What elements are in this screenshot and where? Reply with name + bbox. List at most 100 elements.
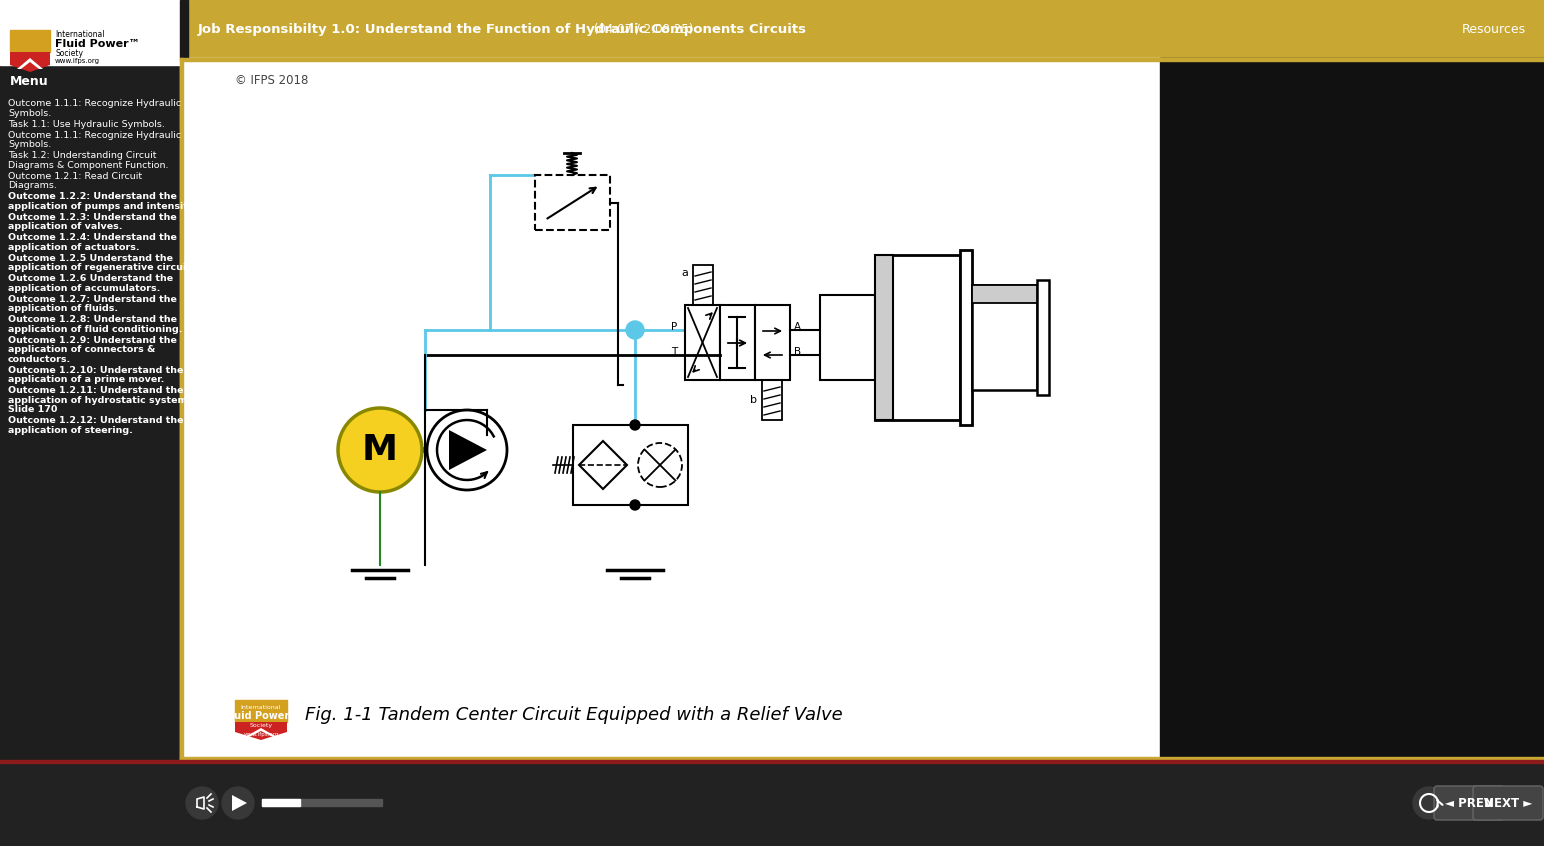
Bar	[763, 380, 781, 420]
Text: application of pumps and intensifiers.: application of pumps and intensifiers.	[8, 201, 212, 211]
Bar	[181, 0, 1544, 58]
Bar	[686, 305, 720, 380]
Circle shape	[630, 420, 641, 430]
Text: Outcome 1.2.9: Understand the: Outcome 1.2.9: Understand the	[8, 336, 178, 344]
Polygon shape	[232, 795, 247, 811]
Text: Task 1.1: Use Hydraulic Symbols.: Task 1.1: Use Hydraulic Symbols.	[8, 119, 165, 129]
Text: application of fluid conditioning.: application of fluid conditioning.	[8, 325, 182, 333]
Text: conductors.: conductors.	[8, 354, 71, 364]
Text: International: International	[56, 30, 105, 39]
Text: Diagrams & Component Function.: Diagrams & Component Function.	[8, 161, 168, 169]
Bar	[262, 799, 300, 806]
Text: NEXT ►: NEXT ►	[1484, 796, 1532, 810]
Text: International: International	[241, 705, 281, 710]
Text: Outcome 1.1.1: Recognize Hydraulic: Outcome 1.1.1: Recognize Hydraulic	[8, 130, 181, 140]
Bar	[181, 58, 1160, 760]
Text: Outcome 1.2.1: Read Circuit: Outcome 1.2.1: Read Circuit	[8, 172, 142, 180]
Text: Society: Society	[56, 48, 83, 58]
Text: Job Responsibilty 1.0: Understand the Function of Hydraulic Components Circuits: Job Responsibilty 1.0: Understand the Fu…	[198, 23, 808, 36]
Text: Outcome 1.2.12: Understand the: Outcome 1.2.12: Understand the	[8, 416, 184, 425]
Bar	[181, 58, 1544, 61]
Text: Outcome 1.1.1: Recognize Hydraulic: Outcome 1.1.1: Recognize Hydraulic	[8, 99, 181, 108]
Circle shape	[1413, 787, 1445, 819]
Text: www.ifps.org: www.ifps.org	[244, 732, 278, 737]
Text: application of accumulators.: application of accumulators.	[8, 283, 161, 293]
Text: ◄ PREV: ◄ PREV	[1445, 796, 1493, 810]
Text: application of steering.: application of steering.	[8, 426, 133, 435]
Text: Resources: Resources	[1462, 23, 1525, 36]
Text: Fig. 1-1 Tandem Center Circuit Equipped with a Relief Valve: Fig. 1-1 Tandem Center Circuit Equipped …	[306, 706, 843, 724]
Text: application of regenerative circuits.: application of regenerative circuits.	[8, 263, 201, 272]
Text: Outcome 1.2.6 Understand the: Outcome 1.2.6 Understand the	[8, 274, 173, 283]
Text: Outcome 1.2.5 Understand the: Outcome 1.2.5 Understand the	[8, 254, 173, 262]
Text: application of a prime mover.: application of a prime mover.	[8, 375, 164, 384]
Bar	[820, 295, 875, 380]
Bar	[0, 0, 181, 65]
Text: Menu: Menu	[9, 74, 48, 87]
Bar	[262, 799, 381, 806]
Bar	[973, 285, 1038, 303]
Text: Outcome 1.2.11: Understand the: Outcome 1.2.11: Understand the	[8, 386, 184, 395]
Bar	[875, 255, 892, 420]
Bar	[536, 175, 610, 230]
Text: Outcome 1.2.4: Understand the: Outcome 1.2.4: Understand the	[8, 233, 178, 242]
Text: Task 1.2: Understanding Circuit: Task 1.2: Understanding Circuit	[8, 151, 156, 160]
Text: application of connectors &: application of connectors &	[8, 345, 156, 354]
Bar	[0, 760, 1544, 763]
Polygon shape	[235, 722, 287, 740]
Bar	[181, 757, 1544, 760]
Bar	[235, 700, 287, 722]
Text: M: M	[361, 433, 398, 467]
Bar	[1038, 280, 1048, 395]
Text: application of actuators.: application of actuators.	[8, 243, 139, 251]
Text: Fluid Power™: Fluid Power™	[56, 39, 141, 49]
Text: A: A	[794, 322, 801, 332]
Text: application of hydrostatic systems.: application of hydrostatic systems.	[8, 395, 196, 404]
Bar	[693, 265, 713, 305]
Text: a: a	[681, 268, 689, 278]
Circle shape	[630, 500, 641, 510]
Text: Fluid Power™: Fluid Power™	[224, 711, 298, 721]
Text: Outcome 1.2.7: Understand the: Outcome 1.2.7: Understand the	[8, 294, 178, 304]
Polygon shape	[9, 52, 49, 72]
Bar	[0, 760, 1544, 846]
Text: Outcome 1.2.10: Understand the: Outcome 1.2.10: Understand the	[8, 365, 184, 375]
Bar	[755, 305, 791, 380]
Text: Outcome 1.2.2: Understand the: Outcome 1.2.2: Understand the	[8, 192, 178, 201]
Bar	[720, 305, 755, 380]
FancyBboxPatch shape	[1473, 786, 1542, 820]
Text: application of valves.: application of valves.	[8, 222, 122, 231]
Text: P: P	[672, 322, 678, 332]
Circle shape	[428, 410, 506, 490]
Text: Outcome 1.2.8: Understand the: Outcome 1.2.8: Understand the	[8, 315, 178, 324]
Circle shape	[338, 408, 422, 492]
Circle shape	[625, 321, 644, 339]
Bar	[181, 58, 184, 760]
Polygon shape	[245, 728, 276, 737]
Text: Symbols.: Symbols.	[8, 108, 51, 118]
FancyBboxPatch shape	[1434, 786, 1504, 820]
Text: Diagrams.: Diagrams.	[8, 181, 57, 190]
Text: B: B	[794, 347, 801, 357]
Polygon shape	[17, 58, 43, 69]
Bar	[1160, 58, 1544, 760]
Bar	[875, 255, 960, 420]
Text: (04:07 / 2:08:25): (04:07 / 2:08:25)	[590, 23, 693, 36]
Text: Society: Society	[250, 722, 273, 728]
Bar	[0, 0, 181, 846]
Text: Slide 170: Slide 170	[8, 405, 57, 414]
Text: T: T	[672, 347, 678, 357]
Bar	[9, 30, 49, 52]
Text: Symbols.: Symbols.	[8, 140, 51, 149]
Text: b: b	[750, 395, 757, 405]
Circle shape	[185, 787, 218, 819]
Text: Outcome 1.2.3: Understand the: Outcome 1.2.3: Understand the	[8, 212, 176, 222]
Text: application of fluids.: application of fluids.	[8, 304, 119, 313]
Polygon shape	[449, 430, 486, 470]
Bar	[181, 0, 188, 58]
Text: © IFPS 2018: © IFPS 2018	[235, 74, 309, 86]
Circle shape	[222, 787, 255, 819]
Bar	[573, 425, 689, 505]
Bar	[960, 250, 973, 425]
Text: www.ifps.org: www.ifps.org	[56, 58, 100, 64]
